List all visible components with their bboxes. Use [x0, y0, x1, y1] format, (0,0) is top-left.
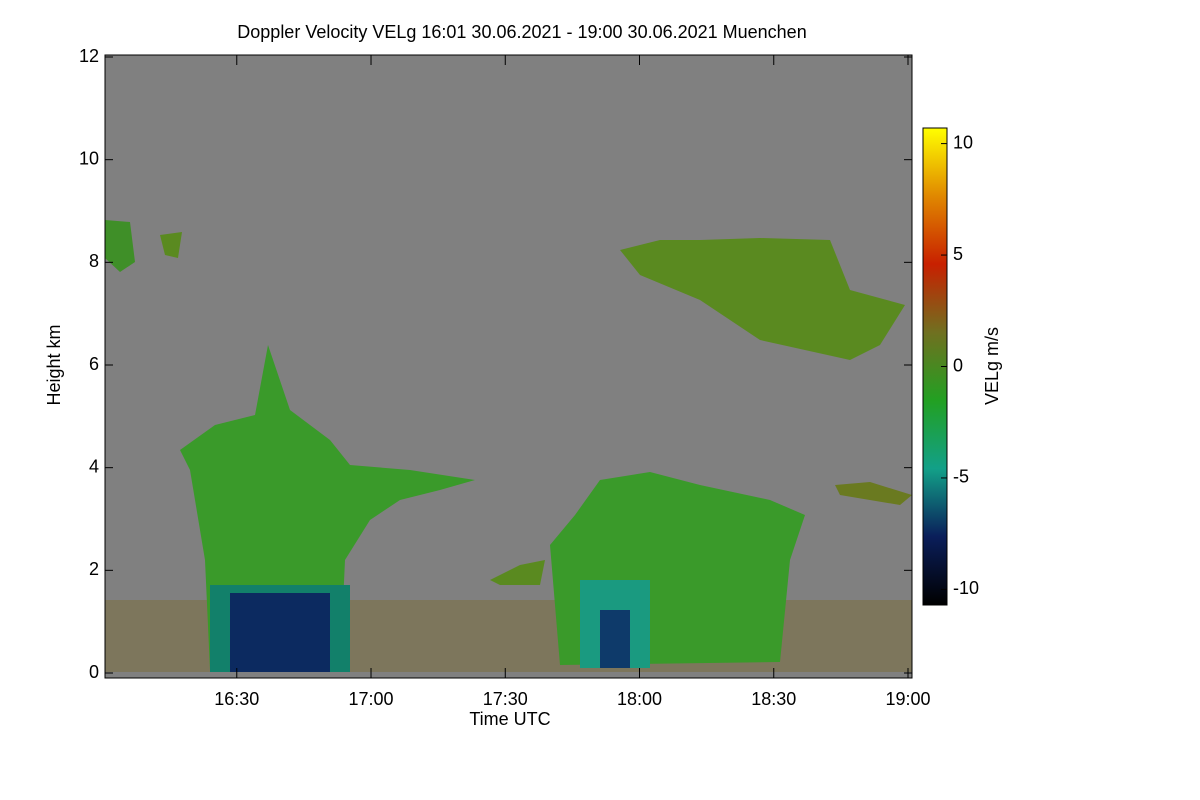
echo	[600, 610, 630, 668]
colorbar-tick-label: 0	[953, 355, 963, 375]
chart-title: Doppler Velocity VELg 16:01 30.06.2021 -…	[237, 22, 806, 42]
y-tick-label: 8	[89, 251, 99, 271]
echo	[835, 482, 912, 505]
y-tick-label: 2	[89, 559, 99, 579]
y-tick-label: 12	[79, 46, 99, 66]
colorbar-tick-label: -5	[953, 467, 969, 487]
echo	[620, 238, 905, 360]
colorbar-tick-label: 10	[953, 132, 973, 152]
echo	[105, 220, 135, 272]
echo	[490, 560, 545, 585]
x-tick-label: 17:30	[483, 689, 528, 709]
plot-frame	[104, 54, 913, 679]
x-tick-label: 17:00	[348, 689, 393, 709]
colorbar-tick-label: -10	[953, 578, 979, 598]
y-tick-label: 10	[79, 148, 99, 168]
y-tick-label: 0	[89, 662, 99, 682]
x-axis-label: Time UTC	[469, 709, 550, 729]
y-tick-label: 4	[89, 456, 99, 476]
colorbar-tick-label: 5	[953, 244, 963, 264]
colorbar-label: VELg m/s	[982, 327, 1002, 405]
echo-shapes	[105, 220, 912, 672]
x-tick-label: 18:00	[617, 689, 662, 709]
echo	[160, 232, 182, 258]
x-tick-label: 19:00	[885, 689, 930, 709]
y-axis-label: Height km	[44, 324, 64, 405]
y-tick-label: 6	[89, 354, 99, 374]
x-tick-label: 18:30	[751, 689, 796, 709]
echo	[230, 593, 330, 672]
x-tick-label: 16:30	[214, 689, 259, 709]
